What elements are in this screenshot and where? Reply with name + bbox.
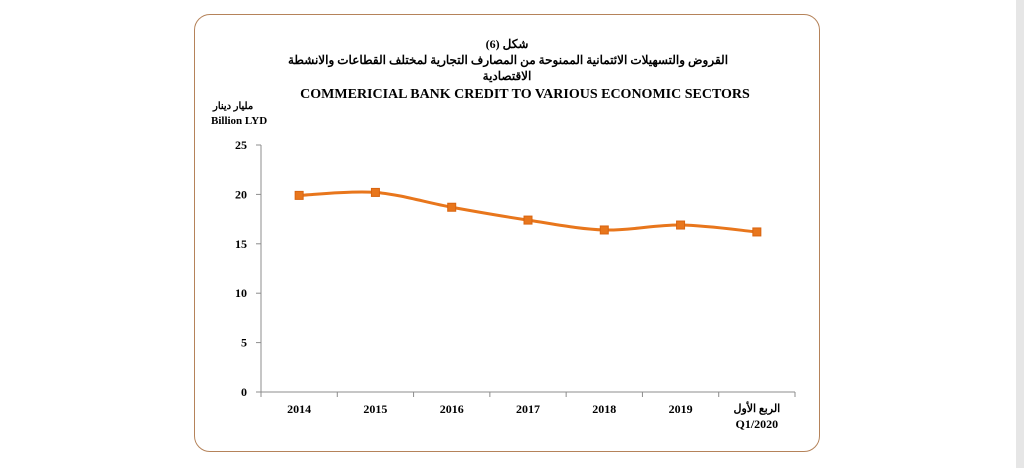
x-tick-label: Q1/2020 (736, 417, 779, 431)
y-tick-label: 25 (235, 138, 247, 152)
x-tick-label: 2016 (440, 402, 464, 416)
y-tick-label: 10 (235, 286, 247, 300)
x-tick-label: 2015 (363, 402, 387, 416)
data-point-marker (294, 190, 304, 200)
chart-title: COMMERICIAL BANK CREDIT TO VARIOUS ECONO… (300, 87, 750, 102)
x-tick-label-arabic: الربع الأول (733, 401, 780, 415)
series-line (297, 190, 759, 234)
data-point-marker (523, 215, 533, 225)
data-point-marker (447, 202, 457, 212)
x-tick-label: 2014 (287, 402, 311, 416)
data-point-marker (676, 220, 686, 230)
right-edge-strip (1016, 0, 1024, 468)
title-arabic-line2: الاقتصادية (482, 69, 532, 83)
data-point-marker (752, 227, 762, 237)
data-point-marker (599, 225, 609, 235)
x-tick-label: 2017 (516, 402, 540, 416)
y-tick-label: 20 (235, 187, 247, 201)
y-unit-arabic: مليار دينار (213, 101, 254, 112)
line-chart: 0 5 10 15 20 25 2014 2015 2016 2017 2018 2019 الربع… (235, 138, 796, 431)
figure-number: شكل (6) (485, 37, 529, 51)
title-arabic-line1: القروض والتسهيلات الائتمانية الممنوحة من… (287, 53, 729, 67)
data-point-marker (370, 187, 380, 197)
x-tick-label: 2018 (592, 402, 616, 416)
y-tick-label: 15 (235, 237, 247, 251)
y-tick-label: 0 (241, 385, 247, 399)
chart-frame: شكل (6) القروض والتسهيلات الائتمانية الم… (194, 14, 820, 452)
y-tick-label: 5 (241, 336, 247, 350)
x-tick-label: 2019 (669, 402, 693, 416)
y-axis-label: Billion LYD (211, 115, 268, 127)
